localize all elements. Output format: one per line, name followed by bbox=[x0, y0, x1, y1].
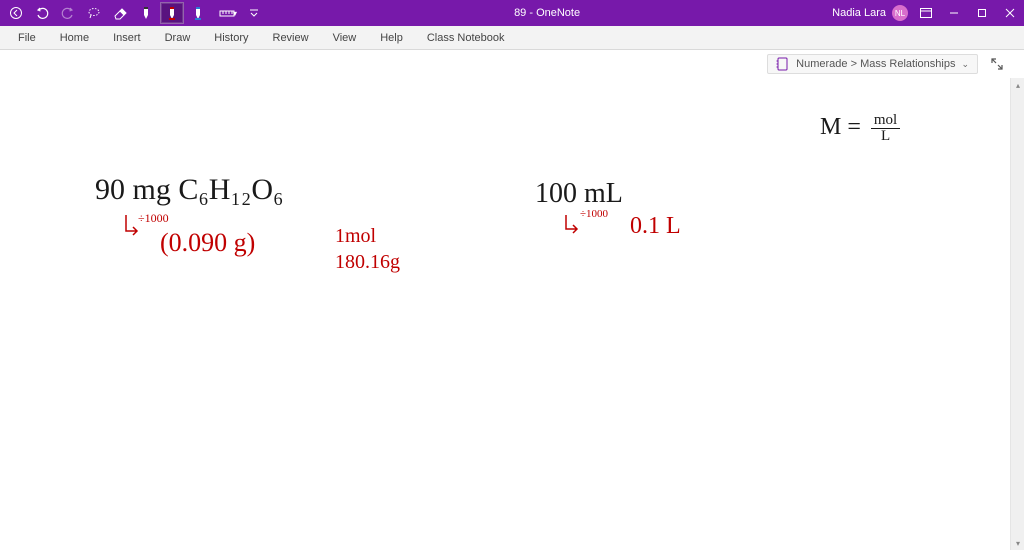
menu-history[interactable]: History bbox=[202, 26, 260, 50]
user-area[interactable]: Nadia Lara NL bbox=[832, 5, 912, 21]
menu-draw[interactable]: Draw bbox=[153, 26, 203, 50]
menu-insert[interactable]: Insert bbox=[101, 26, 153, 50]
ink-div1000-a: ÷1000 bbox=[138, 211, 169, 226]
highlighter-red-button[interactable] bbox=[160, 2, 184, 24]
vertical-scrollbar[interactable]: ▴ ▾ bbox=[1010, 78, 1024, 550]
note-canvas[interactable]: M = mol L 90 mg C₆H₁₂O₆ ÷1000 (0.090 g) … bbox=[0, 78, 1024, 550]
user-avatar: NL bbox=[892, 5, 908, 21]
fullscreen-button[interactable] bbox=[988, 55, 1006, 73]
scroll-down-button[interactable]: ▾ bbox=[1011, 536, 1024, 550]
chevron-down-icon: ▾ bbox=[233, 9, 237, 18]
menu-view[interactable]: View bbox=[321, 26, 369, 50]
ink-mass-glucose: 90 mg C₆H₁₂O₆ bbox=[95, 173, 284, 207]
chevron-down-icon: ⌄ bbox=[961, 59, 969, 70]
close-button[interactable] bbox=[996, 0, 1024, 26]
titlebar: ▾ 89 - OneNote Nadia Lara NL bbox=[0, 0, 1024, 26]
ink-liters: 0.1 L bbox=[630, 213, 681, 240]
ink-volume: 100 mL bbox=[535, 178, 623, 210]
window-controls bbox=[912, 0, 1024, 26]
lasso-select-button[interactable] bbox=[82, 2, 106, 24]
ink-arrow-2 bbox=[560, 213, 582, 239]
menu-file[interactable]: File bbox=[6, 26, 48, 50]
ink-molar-mass: 1mol 180.16g bbox=[335, 223, 400, 275]
scroll-up-button[interactable]: ▴ bbox=[1011, 78, 1024, 92]
maximize-button[interactable] bbox=[968, 0, 996, 26]
notebook-icon bbox=[776, 57, 790, 71]
minimize-button[interactable] bbox=[940, 0, 968, 26]
breadcrumb-text: Numerade > Mass Relationships bbox=[796, 58, 955, 70]
quick-access-toolbar: ▾ bbox=[0, 2, 262, 24]
eraser-button[interactable] bbox=[108, 2, 132, 24]
back-button[interactable] bbox=[4, 2, 28, 24]
menu-class-notebook[interactable]: Class Notebook bbox=[415, 26, 517, 50]
ink-molarity-eq: M = mol L bbox=[820, 113, 900, 144]
breadcrumb-bar: Numerade > Mass Relationships ⌄ bbox=[0, 50, 1024, 78]
menu-home[interactable]: Home bbox=[48, 26, 101, 50]
notebook-breadcrumb[interactable]: Numerade > Mass Relationships ⌄ bbox=[767, 54, 978, 74]
redo-button[interactable] bbox=[56, 2, 80, 24]
menu-review[interactable]: Review bbox=[261, 26, 321, 50]
ink-grams: (0.090 g) bbox=[160, 228, 255, 258]
ruler-button[interactable]: ▾ bbox=[212, 2, 244, 24]
menu-help[interactable]: Help bbox=[368, 26, 415, 50]
menubar: File Home Insert Draw History Review Vie… bbox=[0, 26, 1024, 50]
ink-div1000-b: ÷1000 bbox=[580, 208, 608, 220]
highlighter-blue-button[interactable] bbox=[186, 2, 210, 24]
ribbon-display-button[interactable] bbox=[912, 0, 940, 26]
window-title: 89 - OneNote bbox=[262, 7, 832, 19]
user-name-label: Nadia Lara bbox=[832, 7, 886, 19]
qat-customize-button[interactable] bbox=[246, 2, 262, 24]
undo-button[interactable] bbox=[30, 2, 54, 24]
pen-button[interactable] bbox=[134, 2, 158, 24]
